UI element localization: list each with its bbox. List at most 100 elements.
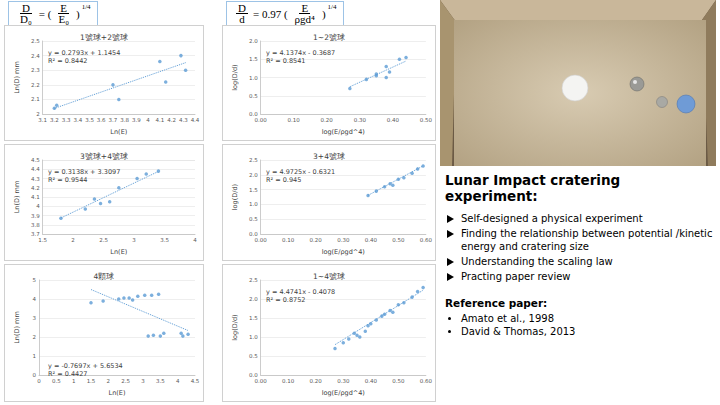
svg-text:0.00: 0.00 <box>255 378 268 384</box>
svg-text:1~4號球: 1~4號球 <box>313 272 345 281</box>
svg-text:log(E/ρgd^4): log(E/ρgd^4) <box>322 128 365 136</box>
svg-text:3+4號球: 3+4號球 <box>313 152 345 161</box>
svg-text:5: 5 <box>33 277 37 283</box>
svg-text:4.3: 4.3 <box>31 176 40 182</box>
svg-text:2.1: 2.1 <box>31 96 40 102</box>
svg-text:3.2: 3.2 <box>50 117 59 123</box>
svg-text:1: 1 <box>72 378 76 384</box>
svg-text:2.0: 2.0 <box>249 38 258 44</box>
svg-text:y = 0.3138x + 3.3097: y = 0.3138x + 3.3097 <box>48 168 120 176</box>
svg-text:2: 2 <box>33 334 37 340</box>
svg-text:3.7: 3.7 <box>109 117 118 123</box>
svg-text:4.4: 4.4 <box>191 117 200 123</box>
svg-text:3.8: 3.8 <box>120 117 129 123</box>
svg-text:4: 4 <box>176 378 180 384</box>
svg-text:4.5: 4.5 <box>31 157 40 163</box>
svg-text:0.50: 0.50 <box>392 378 405 384</box>
svg-text:0.00: 0.00 <box>255 237 268 243</box>
svg-text:y = 4.9725x - 0.6321: y = 4.9725x - 0.6321 <box>266 168 335 176</box>
svg-text:0.5: 0.5 <box>52 378 61 384</box>
svg-text:0.30: 0.30 <box>354 117 367 123</box>
svg-text:3.6: 3.6 <box>97 117 106 123</box>
svg-text:R² = 0.945: R² = 0.945 <box>266 176 301 184</box>
svg-text:0.10: 0.10 <box>282 237 295 243</box>
svg-text:0.5: 0.5 <box>249 93 258 99</box>
svg-text:2.3: 2.3 <box>31 67 40 73</box>
svg-text:1~2號球: 1~2號球 <box>313 33 345 42</box>
svg-text:R² = 0.9544: R² = 0.9544 <box>48 176 87 184</box>
svg-text:1號球+2號球: 1號球+2號球 <box>80 33 128 42</box>
svg-text:y = 4.4741x - 0.4078: y = 4.4741x - 0.4078 <box>266 288 335 296</box>
svg-text:0.30: 0.30 <box>337 378 350 384</box>
svg-text:4.2: 4.2 <box>31 185 40 191</box>
svg-text:0.40: 0.40 <box>387 117 400 123</box>
svg-text:R² = 0.4427: R² = 0.4427 <box>48 370 87 378</box>
svg-text:3號球+4號球: 3號球+4號球 <box>80 152 128 161</box>
svg-text:log(E/ρgd^4): log(E/ρgd^4) <box>322 248 365 256</box>
svg-text:log(D/d): log(D/d) <box>231 184 239 210</box>
svg-text:2.5: 2.5 <box>31 38 40 44</box>
svg-text:4: 4 <box>146 117 150 123</box>
svg-text:0.10: 0.10 <box>282 378 295 384</box>
svg-text:y = -0.7697x + 5.6534: y = -0.7697x + 5.6534 <box>48 362 123 370</box>
svg-text:0.60: 0.60 <box>420 237 433 243</box>
svg-text:0.00: 0.00 <box>255 117 268 123</box>
svg-text:2.5: 2.5 <box>121 378 130 384</box>
svg-text:0: 0 <box>33 372 37 378</box>
svg-text:2.0: 2.0 <box>249 172 258 178</box>
svg-text:0.30: 0.30 <box>337 237 350 243</box>
svg-text:3.5: 3.5 <box>85 117 94 123</box>
svg-text:4.2: 4.2 <box>167 117 176 123</box>
svg-text:3.9: 3.9 <box>31 213 40 219</box>
svg-text:1.5: 1.5 <box>38 237 47 243</box>
svg-text:R² = 0.8752: R² = 0.8752 <box>266 296 305 304</box>
svg-text:2.5: 2.5 <box>249 277 258 283</box>
svg-text:4.4: 4.4 <box>31 166 40 172</box>
svg-text:2.5: 2.5 <box>249 157 258 163</box>
svg-text:2: 2 <box>71 237 75 243</box>
svg-text:2.0: 2.0 <box>249 296 258 302</box>
svg-text:4: 4 <box>33 296 37 302</box>
svg-text:3.4: 3.4 <box>73 117 82 123</box>
svg-text:1.0: 1.0 <box>249 334 258 340</box>
svg-text:0.20: 0.20 <box>310 237 323 243</box>
svg-text:0.10: 0.10 <box>288 117 301 123</box>
svg-text:2.5: 2.5 <box>99 237 108 243</box>
svg-text:4.1: 4.1 <box>31 194 40 200</box>
svg-text:Ln(E): Ln(E) <box>110 248 127 256</box>
svg-text:0.50: 0.50 <box>420 117 433 123</box>
svg-text:y = 4.1374x - 0.3687: y = 4.1374x - 0.3687 <box>266 49 335 57</box>
svg-text:1.0: 1.0 <box>249 75 258 81</box>
svg-text:R² = 0.8442: R² = 0.8442 <box>48 57 87 65</box>
svg-text:2.4: 2.4 <box>31 53 40 59</box>
svg-text:0.60: 0.60 <box>420 378 433 384</box>
svg-text:0.5: 0.5 <box>249 353 258 359</box>
svg-text:3.5: 3.5 <box>156 378 165 384</box>
svg-text:log(D/d): log(D/d) <box>231 64 239 90</box>
svg-text:3.5: 3.5 <box>160 237 169 243</box>
svg-text:1.5: 1.5 <box>249 315 258 321</box>
svg-text:y = 0.2793x + 1.1454: y = 0.2793x + 1.1454 <box>48 49 120 57</box>
svg-text:R² = 0.8541: R² = 0.8541 <box>266 57 305 65</box>
svg-text:1: 1 <box>33 353 37 359</box>
svg-text:3: 3 <box>33 315 37 321</box>
svg-text:Ln(D) mm: Ln(D) mm <box>13 311 21 344</box>
svg-text:1.5: 1.5 <box>249 187 258 193</box>
svg-text:1.0: 1.0 <box>249 201 258 207</box>
svg-text:Ln(E): Ln(E) <box>110 128 127 136</box>
svg-text:1.5: 1.5 <box>87 378 96 384</box>
svg-text:3.3: 3.3 <box>62 117 71 123</box>
svg-text:3: 3 <box>132 237 136 243</box>
svg-text:1.5: 1.5 <box>249 56 258 62</box>
svg-text:0.20: 0.20 <box>310 378 323 384</box>
svg-text:Ln(D) mm: Ln(D) mm <box>13 61 21 94</box>
svg-text:0.20: 0.20 <box>321 117 334 123</box>
svg-text:4.5: 4.5 <box>191 378 200 384</box>
svg-text:2.2: 2.2 <box>31 82 40 88</box>
svg-text:log(D/d): log(D/d) <box>231 314 239 340</box>
svg-text:4: 4 <box>36 203 40 209</box>
svg-text:3.8: 3.8 <box>31 222 40 228</box>
svg-text:4.3: 4.3 <box>179 117 188 123</box>
svg-text:0.40: 0.40 <box>365 237 378 243</box>
svg-text:3: 3 <box>141 378 145 384</box>
